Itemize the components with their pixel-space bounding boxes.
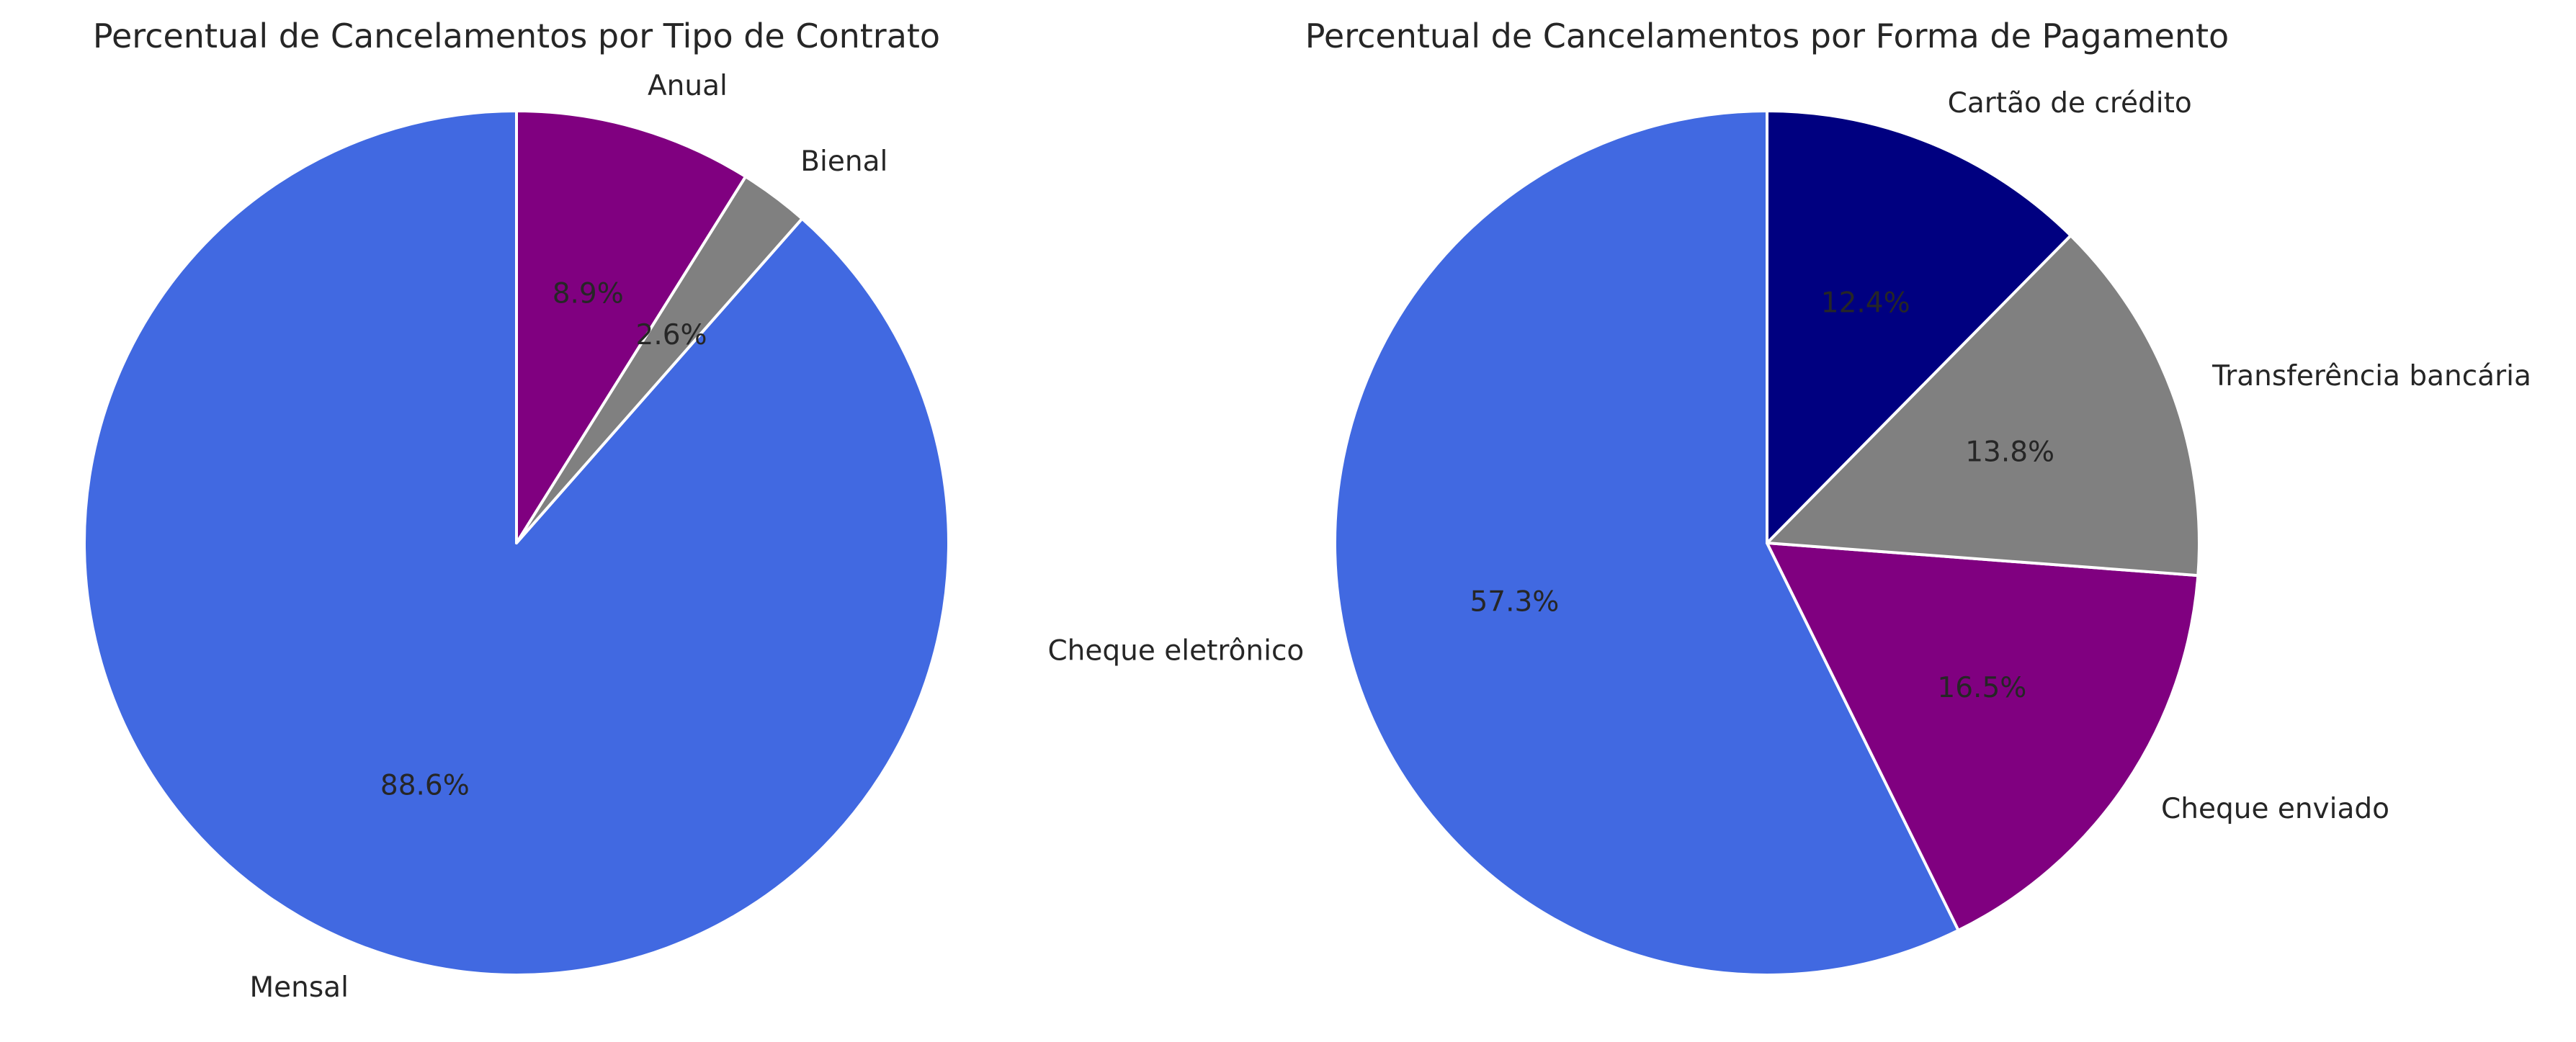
slice-label-bienal: Bienal [800,145,887,178]
slice-percent-anual: 8.9% [553,277,624,310]
slice-percent-cartao-de-credito: 12.4% [1821,287,1910,319]
pie-slices-payment-method [1333,109,2201,976]
slice-label-cheque-enviado: Cheque enviado [2161,793,2389,825]
slice-percent-cheque-enviado: 16.5% [1937,672,2026,704]
slice-label-cartao-de-credito: Cartão de crédito [1948,87,2192,120]
slice-label-cheque-eletronico: Cheque eletrônico [1047,635,1304,668]
pie-slice-cheque-enviado [1766,542,2200,932]
pie-slice-cheque-eletronico [1333,109,1960,976]
pie-slice-mensal [83,109,950,976]
slice-percent-cheque-eletronico: 57.3% [1470,585,1559,618]
chart-title-contract-type: Percentual de Cancelamentos por Tipo de … [93,17,940,55]
slice-percent-transferencia-bancaria: 13.8% [1965,436,2054,468]
chart-title-payment-method: Percentual de Cancelamentos por Forma de… [1305,17,2229,55]
slice-percent-bienal: 2.6% [636,319,707,351]
slice-percent-mensal: 88.6% [380,769,470,801]
slice-label-transferencia-bancaria: Transferência bancária [2211,360,2531,392]
slice-label-mensal: Mensal [250,971,349,1004]
pie-labels-payment-method: Cheque eletrônico 57.3% Cheque enviado 16.5… [1047,87,2531,825]
pie-chart-payment-method: Percentual de Cancelamentos por Forma de… [1047,17,2531,976]
pie-slice-anual [515,109,748,544]
pie-slice-transferencia-bancaria [1766,234,2201,578]
slice-label-anual: Anual [648,70,728,102]
pie-slice-cartao-de-credito [1766,109,2072,544]
pie-labels-contract-type: Mensal 88.6% Bienal 2.6% Anual 8.9% [250,70,888,1004]
pie-chart-contract-type: Percentual de Cancelamentos por Tipo de … [83,17,950,1004]
pie-slices-contract-type [83,109,950,976]
